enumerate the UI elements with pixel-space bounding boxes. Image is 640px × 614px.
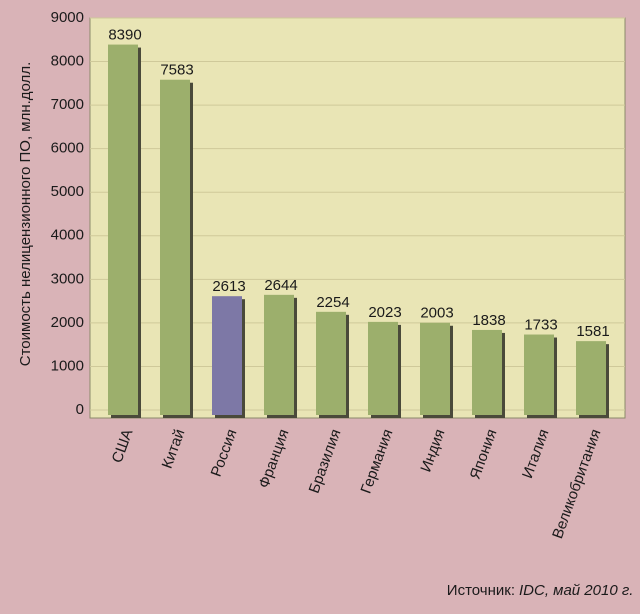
bar: [264, 294, 294, 415]
bar: [472, 329, 502, 415]
x-tick-label: Бразилия: [306, 427, 345, 496]
x-tick-label: Япония: [467, 427, 501, 482]
x-tick-label: Франция: [255, 427, 292, 491]
y-tick-label: 9000: [51, 9, 84, 26]
value-label: 2023: [368, 304, 401, 321]
bar: [108, 44, 138, 416]
x-tick-label: США: [109, 427, 137, 465]
bar: [316, 311, 346, 415]
x-tick-label: Италия: [519, 427, 552, 481]
x-tick-label: Китай: [159, 427, 189, 471]
x-tick-label: Германия: [358, 427, 397, 496]
bar: [368, 321, 398, 415]
y-tick-label: 4000: [51, 227, 84, 244]
y-tick-label: 8000: [51, 53, 84, 70]
y-tick-label: 0: [76, 401, 84, 418]
y-tick-label: 3000: [51, 270, 84, 287]
y-tick-label: 2000: [51, 314, 84, 331]
bar: [420, 322, 450, 415]
x-tick-label: Россия: [208, 427, 241, 479]
value-label: 8390: [108, 27, 141, 44]
source-label: Источник:: [447, 582, 515, 599]
value-label: 2613: [212, 278, 245, 295]
value-label: 7583: [160, 62, 193, 79]
value-label: 2644: [264, 277, 297, 294]
y-tick-label: 5000: [51, 183, 84, 200]
value-label: 2003: [420, 305, 453, 322]
bar: [524, 334, 554, 415]
x-tick-label: Великобритания: [549, 427, 604, 541]
value-label: 2254: [316, 294, 349, 311]
source-text: IDC, май 2010 г.: [519, 582, 633, 599]
value-label: 1733: [524, 316, 557, 333]
y-tick-label: 6000: [51, 140, 84, 157]
y-axis-label: Стоимость нелицензионного ПО, млн.долл.: [17, 62, 34, 366]
y-tick-label: 7000: [51, 96, 84, 113]
bar: [160, 79, 190, 415]
bar: [212, 296, 242, 415]
value-label: 1838: [472, 312, 505, 329]
bar: [576, 341, 606, 415]
value-label: 1581: [576, 323, 609, 340]
y-tick-label: 1000: [51, 357, 84, 374]
x-tick-label: Индия: [417, 427, 448, 474]
